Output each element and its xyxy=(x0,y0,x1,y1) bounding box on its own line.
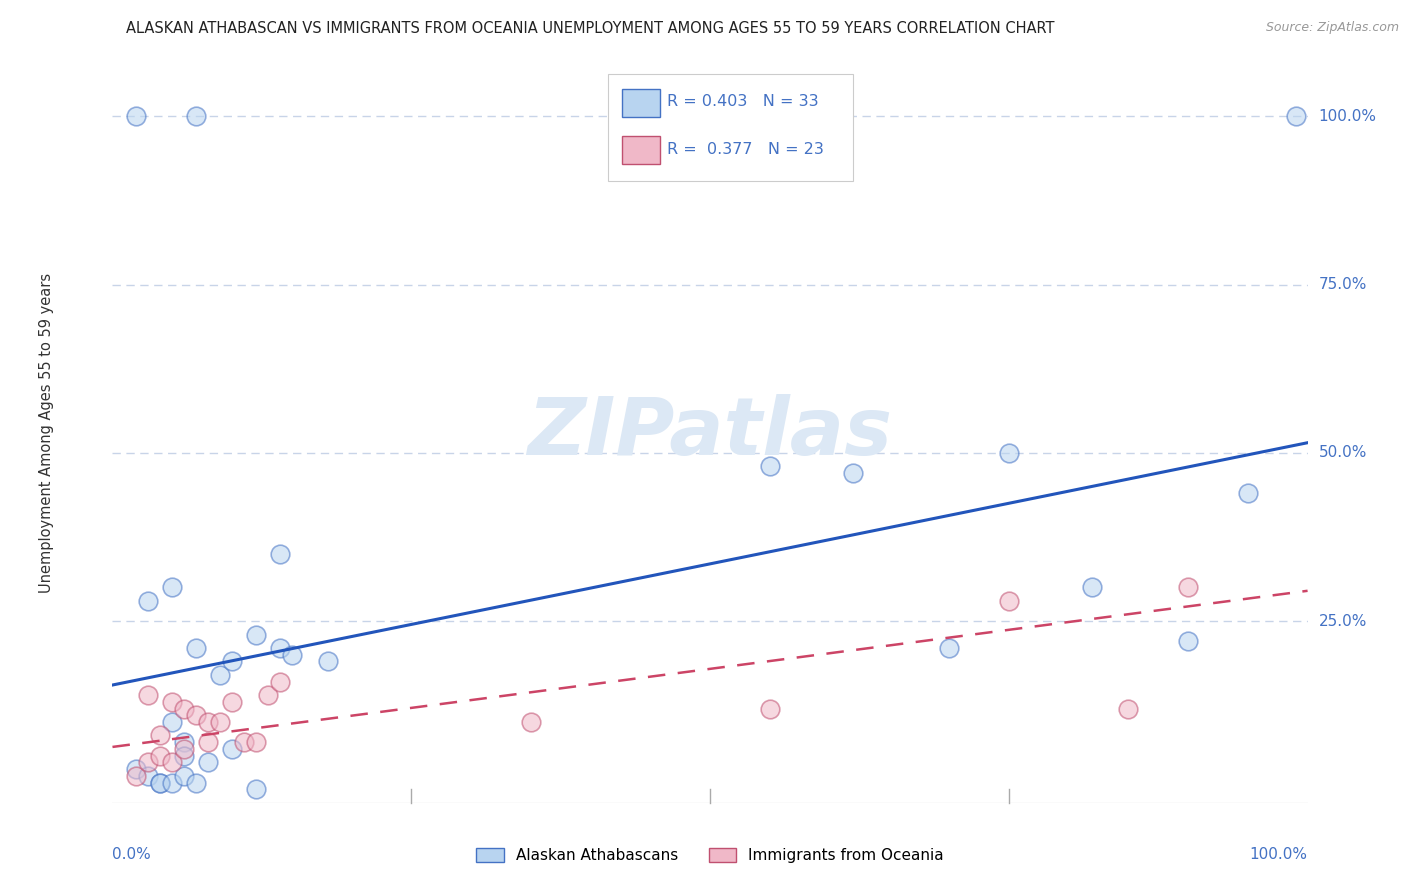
Point xyxy=(138,769,160,783)
Point xyxy=(221,742,243,756)
Point xyxy=(257,688,280,702)
Point xyxy=(221,655,243,669)
Text: Source: ZipAtlas.com: Source: ZipAtlas.com xyxy=(1265,21,1399,34)
Point xyxy=(269,547,291,561)
Text: 0.0%: 0.0% xyxy=(112,847,152,863)
FancyBboxPatch shape xyxy=(621,89,659,117)
Point xyxy=(842,466,865,480)
Legend: Alaskan Athabascans, Immigrants from Oceania: Alaskan Athabascans, Immigrants from Oce… xyxy=(470,841,950,869)
Point xyxy=(998,446,1021,460)
Point xyxy=(209,714,232,729)
Point xyxy=(162,756,183,770)
Point xyxy=(162,775,183,789)
Point xyxy=(138,594,160,608)
Point xyxy=(998,594,1021,608)
Point xyxy=(759,459,782,474)
Point xyxy=(1081,581,1104,595)
Point xyxy=(162,714,183,729)
Point xyxy=(1118,701,1140,715)
Point xyxy=(269,640,291,655)
Point xyxy=(759,701,782,715)
Point xyxy=(520,714,543,729)
Point xyxy=(173,701,195,715)
Text: 25.0%: 25.0% xyxy=(1319,614,1367,629)
Text: R = 0.403   N = 33: R = 0.403 N = 33 xyxy=(666,95,818,109)
Text: 50.0%: 50.0% xyxy=(1319,445,1367,460)
FancyBboxPatch shape xyxy=(621,136,659,164)
Point xyxy=(125,762,148,776)
Point xyxy=(186,640,208,655)
Point xyxy=(197,756,219,770)
Text: 75.0%: 75.0% xyxy=(1319,277,1367,292)
Point xyxy=(1285,109,1308,123)
Point xyxy=(173,742,195,756)
Point xyxy=(173,769,195,783)
Point xyxy=(938,640,960,655)
Point xyxy=(149,748,172,763)
Text: 100.0%: 100.0% xyxy=(1319,109,1376,124)
Point xyxy=(186,708,208,723)
Point xyxy=(221,695,243,709)
Text: 100.0%: 100.0% xyxy=(1250,847,1308,863)
Point xyxy=(138,756,160,770)
Point xyxy=(245,782,267,797)
Point xyxy=(138,688,160,702)
Point xyxy=(186,109,208,123)
Point xyxy=(125,109,148,123)
Point xyxy=(197,735,219,749)
FancyBboxPatch shape xyxy=(609,73,853,181)
Point xyxy=(162,581,183,595)
Text: R =  0.377   N = 23: R = 0.377 N = 23 xyxy=(666,142,824,157)
Point xyxy=(173,748,195,763)
Text: ZIPatlas: ZIPatlas xyxy=(527,393,893,472)
Point xyxy=(233,735,256,749)
Point xyxy=(245,735,267,749)
Point xyxy=(197,714,219,729)
Point xyxy=(209,668,232,682)
Point xyxy=(125,769,148,783)
Point xyxy=(173,735,195,749)
Point xyxy=(149,775,172,789)
Point xyxy=(149,775,172,789)
Point xyxy=(149,729,172,743)
Point xyxy=(316,655,339,669)
Point xyxy=(1177,634,1199,648)
Point xyxy=(162,695,183,709)
Text: Unemployment Among Ages 55 to 59 years: Unemployment Among Ages 55 to 59 years xyxy=(39,273,55,592)
Point xyxy=(1177,581,1199,595)
Point xyxy=(245,627,267,641)
Point xyxy=(186,775,208,789)
Point xyxy=(281,648,304,662)
Point xyxy=(1237,486,1260,500)
Text: ALASKAN ATHABASCAN VS IMMIGRANTS FROM OCEANIA UNEMPLOYMENT AMONG AGES 55 TO 59 Y: ALASKAN ATHABASCAN VS IMMIGRANTS FROM OC… xyxy=(127,21,1054,36)
Point xyxy=(269,674,291,689)
